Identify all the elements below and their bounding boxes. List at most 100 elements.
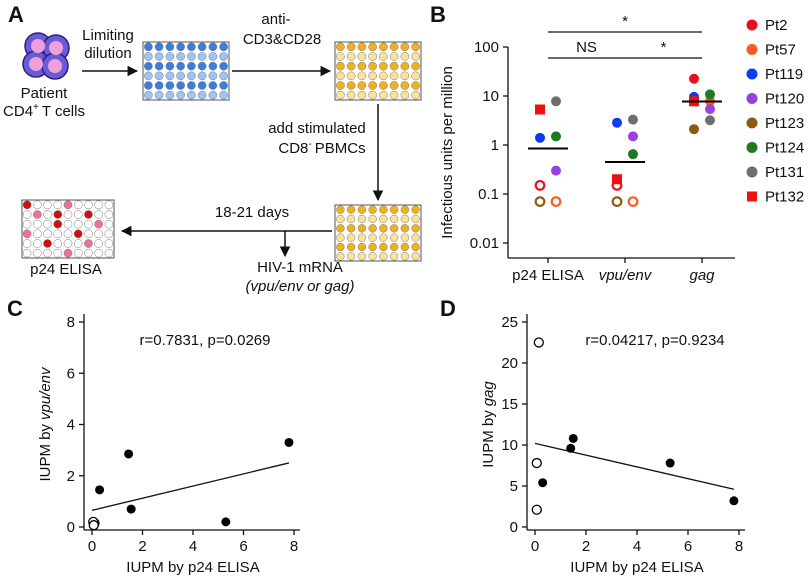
well xyxy=(187,90,196,100)
data-point xyxy=(705,89,715,100)
well xyxy=(22,229,32,239)
y-axis-label-part: gag xyxy=(480,381,497,407)
well xyxy=(94,239,103,248)
fit-line xyxy=(91,462,290,511)
plate-frame xyxy=(142,41,230,101)
well xyxy=(197,81,207,90)
well xyxy=(346,90,356,100)
well xyxy=(379,81,388,90)
well xyxy=(379,252,388,261)
well xyxy=(43,239,52,248)
well xyxy=(154,81,164,90)
well xyxy=(197,42,207,52)
well xyxy=(165,61,175,71)
well xyxy=(357,214,367,224)
x-tick-label: 4 xyxy=(189,538,197,555)
well xyxy=(104,229,114,239)
well xyxy=(165,71,175,81)
well xyxy=(357,242,367,252)
data-point xyxy=(705,115,715,126)
legend-label: Pt123 xyxy=(765,115,804,132)
step-label: CD3&CD28 xyxy=(243,31,321,48)
well xyxy=(368,242,377,252)
well xyxy=(144,61,153,71)
well xyxy=(53,248,63,258)
well xyxy=(336,42,345,52)
well xyxy=(400,224,410,233)
well xyxy=(208,52,218,61)
y-axis-label-part: vpu/env xyxy=(37,366,54,420)
x-tick-label: 6 xyxy=(239,538,247,555)
well xyxy=(154,90,164,100)
well xyxy=(43,229,52,239)
well xyxy=(357,205,367,214)
well xyxy=(84,210,93,219)
legend-marker xyxy=(746,44,758,55)
data-point xyxy=(538,478,548,488)
well xyxy=(176,42,185,52)
well xyxy=(400,61,410,71)
well xyxy=(219,71,228,81)
well xyxy=(176,90,185,100)
well xyxy=(336,52,345,61)
well xyxy=(379,205,388,214)
readout-label: p24 ELISA xyxy=(30,261,102,278)
well xyxy=(379,90,388,100)
well xyxy=(73,229,83,239)
well xyxy=(63,210,73,219)
data-point xyxy=(551,131,561,142)
well xyxy=(63,239,73,248)
plate xyxy=(334,41,422,101)
cell-label: CD4+ T cells xyxy=(3,102,85,120)
well xyxy=(104,239,114,248)
well xyxy=(411,214,420,224)
well xyxy=(336,214,345,224)
well xyxy=(379,42,388,52)
x-tick-label: 0 xyxy=(88,538,96,555)
significance-label: * xyxy=(661,39,667,56)
data-point xyxy=(689,124,699,135)
well xyxy=(43,248,52,258)
panel-label: B xyxy=(430,2,446,27)
y-tick-label: 4 xyxy=(67,417,75,434)
well xyxy=(84,239,93,248)
well xyxy=(73,248,83,258)
legend-label: Pt119 xyxy=(765,66,803,83)
well xyxy=(33,229,42,239)
well xyxy=(400,42,410,52)
well xyxy=(53,219,63,229)
well xyxy=(154,42,164,52)
annotation: r=0.04217, p=0.9234 xyxy=(585,332,724,349)
well xyxy=(389,71,399,81)
readout-label: HIV-1 mRNA xyxy=(257,259,343,276)
well xyxy=(389,52,399,61)
legend-marker xyxy=(746,19,758,31)
well xyxy=(219,81,228,90)
well xyxy=(336,205,345,214)
well xyxy=(73,239,83,248)
well xyxy=(63,229,73,239)
well xyxy=(368,90,377,100)
well xyxy=(84,200,93,210)
legend-marker xyxy=(746,166,758,178)
well xyxy=(389,252,399,261)
well xyxy=(219,42,228,52)
y-tick-label: 20 xyxy=(501,355,518,372)
data-point xyxy=(612,117,622,128)
well xyxy=(411,205,420,214)
data-point xyxy=(531,504,542,515)
well xyxy=(43,219,52,229)
data-point xyxy=(534,196,546,207)
well xyxy=(379,52,388,61)
well xyxy=(411,61,420,71)
well xyxy=(400,233,410,242)
plate xyxy=(21,199,115,259)
significance-label: NS xyxy=(576,39,597,56)
data-point xyxy=(568,433,578,443)
well xyxy=(336,90,345,100)
plate xyxy=(334,204,422,262)
well xyxy=(43,200,52,210)
well xyxy=(357,81,367,90)
